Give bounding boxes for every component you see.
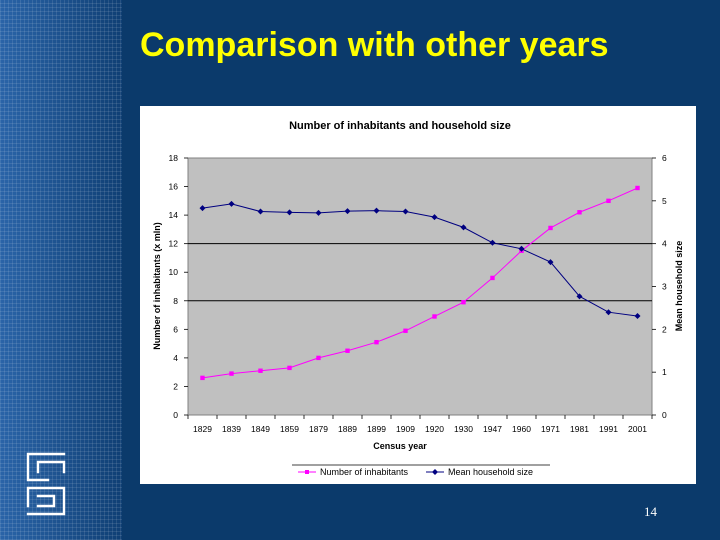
y2-tick-label: 0: [662, 410, 667, 420]
y-tick-label: 12: [169, 239, 179, 249]
y-tick-label: 0: [173, 410, 178, 420]
y2-tick-label: 3: [662, 282, 667, 292]
inhabitants-point: [287, 365, 292, 371]
household-size-point: [199, 205, 206, 212]
x-tick-label: 1909: [396, 424, 415, 434]
y2-tick-label: 2: [662, 324, 667, 334]
x-tick-label: 1829: [193, 424, 212, 434]
x-tick-label: 1930: [454, 424, 473, 434]
household-size-point: [489, 239, 496, 246]
household-size-point: [286, 209, 293, 216]
y2-axis-ticks: 0 1 2 3 4 5 6: [652, 153, 667, 420]
cbs-logo-icon: [26, 452, 66, 516]
y-tick-label: 6: [173, 324, 178, 334]
inhabitants-point: [403, 328, 408, 333]
household-size-point: [576, 293, 583, 300]
inhabitants-point: [345, 348, 350, 353]
inhabitants-point: [258, 368, 263, 373]
inhabitants-point: [374, 339, 379, 345]
x-tick-label: 1879: [309, 424, 328, 434]
inhabitants-point: [606, 198, 611, 204]
household-size-line: [202, 203, 638, 317]
legend-label-household: Mean household size: [448, 467, 533, 477]
decorative-left-strip: [0, 0, 122, 540]
y2-tick-label: 5: [662, 196, 667, 206]
x-tick-label: 1899: [367, 424, 386, 434]
legend-marker-household: [432, 469, 438, 475]
inhabitants-point: [200, 375, 205, 381]
inhabitants-line: [202, 187, 638, 379]
x-tick-label: 1889: [338, 424, 357, 434]
y2-tick-label: 6: [662, 153, 667, 163]
inhabitants-point: [548, 225, 553, 231]
x-axis-ticks: 1829 1839 1849 1859 1879 1889 1899 1909 1920 1930…: [187, 415, 653, 434]
inhabitants-point: [229, 371, 234, 376]
x-tick-label: 1849: [251, 424, 270, 434]
legend-marker-inhabitants: [305, 470, 309, 474]
x-tick-label: 1991: [599, 424, 618, 434]
chart-container: Number of inhabitants and household size…: [140, 106, 696, 484]
y-tick-label: 14: [169, 210, 179, 220]
y-axis-ticks: 0 2 4 6 8 10 12 14 16 18: [169, 153, 188, 420]
inhabitants-point: [635, 185, 640, 191]
household-size-point: [315, 209, 322, 216]
household-size-point: [344, 208, 351, 215]
y2-tick-label: 1: [662, 367, 667, 377]
x-tick-label: 1981: [570, 424, 589, 434]
legend-label-inhabitants: Number of inhabitants: [320, 467, 409, 477]
household-size-point: [547, 259, 554, 266]
series-group: [199, 185, 641, 381]
household-size-point: [605, 309, 612, 316]
legend: Number of inhabitants Mean household siz…: [292, 464, 550, 477]
inhabitants-point: [490, 275, 495, 281]
household-size-point: [518, 245, 525, 252]
household-size-point: [257, 208, 264, 215]
household-size-point: [373, 207, 380, 214]
x-tick-label: 1960: [512, 424, 531, 434]
household-size-point: [402, 208, 409, 215]
x-axis-label: Census year: [373, 441, 427, 451]
page-number: 14: [644, 504, 657, 519]
x-tick-label: 1971: [541, 424, 560, 434]
y-tick-label: 18: [169, 153, 179, 163]
household-size-point: [228, 200, 235, 207]
x-tick-label: 1947: [483, 424, 502, 434]
household-size-point: [431, 214, 438, 221]
y2-tick-label: 4: [662, 239, 667, 249]
slide-title: Comparison with other years: [140, 26, 609, 64]
inhabitants-point: [432, 314, 437, 319]
census-chart: Number of inhabitants and household size…: [152, 120, 684, 477]
chart-title: Number of inhabitants and household size: [289, 120, 511, 132]
x-tick-label: 1859: [280, 424, 299, 434]
y-tick-label: 2: [173, 381, 178, 391]
gridlines: [188, 243, 652, 302]
household-size-point: [460, 224, 467, 231]
y-tick-label: 16: [169, 182, 179, 192]
y-tick-label: 4: [173, 353, 178, 363]
inhabitants-point: [577, 210, 582, 215]
inhabitants-point: [316, 355, 321, 361]
inhabitants-point: [461, 300, 466, 305]
y2-axis-label: Mean household size: [674, 241, 684, 332]
x-tick-label: 1839: [222, 424, 241, 434]
household-size-point: [634, 313, 641, 320]
x-tick-label: 1920: [425, 424, 444, 434]
y-tick-label: 8: [173, 296, 178, 306]
y-tick-label: 10: [169, 267, 179, 277]
x-tick-label: 2001: [628, 424, 647, 434]
plot-area: [187, 157, 653, 416]
y-axis-label: Number of inhabitants (x mln): [152, 222, 162, 350]
